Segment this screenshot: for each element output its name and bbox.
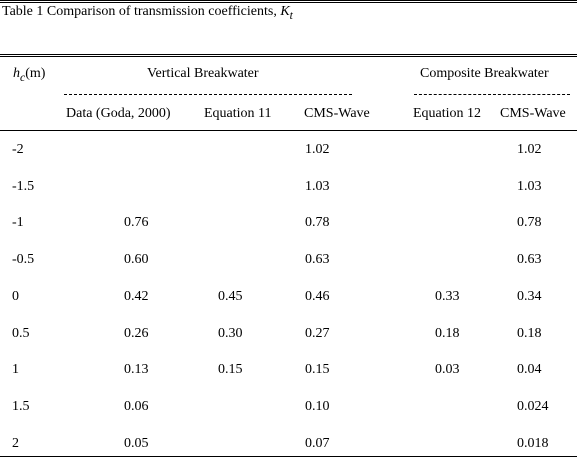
cell-cms-wave-vertical: 0.15	[305, 362, 330, 377]
cell-cms-wave-vertical: 0.46	[305, 289, 330, 304]
cell-cms-wave-composite: 0.024	[517, 399, 549, 414]
header-bottom-rule	[0, 130, 577, 131]
cell-equation-11: 0.30	[218, 326, 243, 341]
top-border-inner	[0, 2, 577, 3]
cell-cms-wave-composite: 1.03	[517, 179, 542, 194]
cell-hc: -1.5	[12, 179, 35, 194]
cell-hc: -2	[12, 142, 24, 157]
cell-data-goda: 0.42	[124, 289, 149, 304]
header-data-goda: Data (Goda, 2000)	[66, 106, 171, 121]
cell-equation-11: 0.45	[218, 289, 243, 304]
cell-data-goda: 0.26	[124, 326, 149, 341]
header-group-vertical: Vertical Breakwater	[147, 66, 259, 81]
header-equation-12: Equation 12	[413, 106, 482, 121]
header-cms-wave-vertical: CMS-Wave	[304, 106, 370, 121]
cell-cms-wave-composite: 0.78	[517, 215, 542, 230]
cell-hc: 1	[12, 362, 19, 377]
table-bottom-rule	[0, 456, 577, 457]
cell-hc: 1.5	[12, 399, 30, 414]
cell-hc: -0.5	[12, 252, 35, 267]
cell-data-goda: 0.76	[124, 215, 149, 230]
cell-data-goda: 0.05	[124, 436, 149, 451]
header-hc-sub: c	[20, 70, 26, 84]
caption-prefix: Table 1 Comparison of transmission coeff…	[2, 4, 281, 19]
cell-cms-wave-composite: 0.63	[517, 252, 542, 267]
cell-hc: -1	[12, 215, 24, 230]
header-group-composite: Composite Breakwater	[420, 66, 549, 81]
cell-data-goda: 0.13	[124, 362, 149, 377]
header-hc-unit: (m)	[25, 66, 46, 81]
cell-hc: 0.5	[12, 326, 30, 341]
header-top-rule	[0, 54, 577, 55]
cell-equation-12: 0.18	[435, 326, 460, 341]
table-caption: Table 1 Comparison of transmission coeff…	[2, 4, 293, 22]
cell-cms-wave-composite: 0.34	[517, 289, 542, 304]
top-border	[0, 0, 577, 1]
cell-cms-wave-composite: 1.02	[517, 142, 542, 157]
cell-cms-wave-vertical: 0.27	[305, 326, 330, 341]
cell-equation-12: 0.03	[435, 362, 460, 377]
cell-cms-wave-vertical: 1.02	[305, 142, 330, 157]
caption-symbol: K	[280, 4, 290, 19]
caption-symbol-sub: t	[289, 8, 293, 22]
header-cms-wave-composite: CMS-Wave	[500, 106, 566, 121]
vertical-group-underline	[64, 94, 352, 95]
cell-hc: 2	[12, 436, 19, 451]
cell-hc: 0	[12, 289, 19, 304]
cell-cms-wave-composite: 0.018	[517, 436, 549, 451]
cell-equation-11: 0.15	[218, 362, 243, 377]
header-hc-symbol: h	[13, 66, 20, 81]
cell-equation-12: 0.33	[435, 289, 460, 304]
header-equation-11: Equation 11	[204, 106, 272, 121]
cell-cms-wave-composite: 0.18	[517, 326, 542, 341]
cell-cms-wave-vertical: 0.63	[305, 252, 330, 267]
cell-data-goda: 0.06	[124, 399, 149, 414]
cell-cms-wave-vertical: 1.03	[305, 179, 330, 194]
cell-cms-wave-composite: 0.04	[517, 362, 542, 377]
cell-cms-wave-vertical: 0.78	[305, 215, 330, 230]
header-top-rule-inner	[0, 56, 577, 57]
composite-group-underline	[414, 94, 570, 95]
cell-cms-wave-vertical: 0.07	[305, 436, 330, 451]
header-hc: hc(m)	[13, 66, 45, 84]
cell-data-goda: 0.60	[124, 252, 149, 267]
cell-cms-wave-vertical: 0.10	[305, 399, 330, 414]
